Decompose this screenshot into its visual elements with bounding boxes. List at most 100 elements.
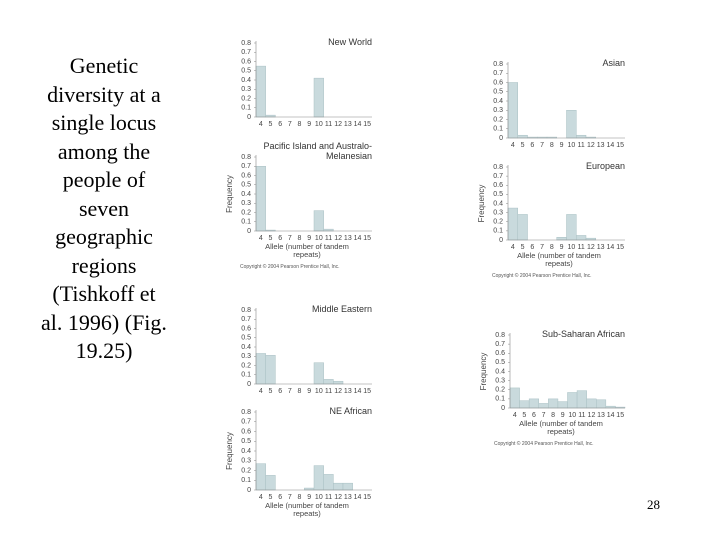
x-tick-label: 9: [560, 244, 564, 251]
x-tick-label: 9: [307, 121, 311, 128]
x-tick-label: 8: [298, 235, 302, 242]
x-tick-label: 9: [560, 142, 564, 149]
x-tick-label: 12: [334, 388, 342, 395]
x-tick-label: 12: [334, 121, 342, 128]
x-tick-label: 13: [344, 235, 352, 242]
y-axis-label: Frequency: [479, 353, 488, 391]
x-tick-label: 10: [315, 388, 323, 395]
x-tick-label: 7: [540, 142, 544, 149]
y-tick-label: 0.4: [241, 344, 251, 351]
x-tick-label: 4: [259, 235, 263, 242]
y-tick-label: 0.4: [241, 77, 251, 84]
y-tick-label: 0.5: [241, 438, 251, 445]
x-tick-label: 7: [542, 412, 546, 419]
x-tick-label: 10: [315, 235, 323, 242]
x-tick-label: 8: [298, 121, 302, 128]
bar: [548, 398, 559, 409]
y-tick-label: 0.1: [241, 477, 251, 484]
y-tick-label: 0.1: [493, 126, 503, 133]
bar: [255, 463, 266, 491]
x-tick-label: 6: [530, 142, 534, 149]
bar: [509, 387, 520, 409]
y-tick-label: 0.8: [241, 307, 251, 314]
bar: [576, 390, 587, 409]
x-tick-label: 15: [363, 388, 371, 395]
x-tick-label: 9: [307, 388, 311, 395]
y-tick-label: 0.6: [241, 172, 251, 179]
y-tick-label: 0: [501, 405, 505, 412]
x-tick-label: 9: [561, 412, 565, 419]
bar: [556, 237, 567, 241]
y-tick-label: 0.6: [493, 182, 503, 189]
x-tick-label: 15: [616, 244, 624, 251]
x-tick-label: 14: [606, 142, 614, 149]
bar: [557, 401, 568, 409]
x-tick-label: 14: [607, 412, 615, 419]
y-tick-label: 0.3: [493, 209, 503, 216]
x-tick-label: 13: [597, 244, 605, 251]
x-tick-label: 13: [344, 388, 352, 395]
bar: [528, 398, 540, 409]
x-tick-label: 10: [567, 244, 575, 251]
y-tick-label: 0.3: [241, 86, 251, 93]
y-tick-label: 0.4: [493, 200, 503, 207]
y-tick-label: 0.7: [241, 163, 251, 170]
y-tick-label: 0.5: [241, 182, 251, 189]
x-tick-label: 10: [568, 412, 576, 419]
x-tick-label: 6: [278, 494, 282, 501]
x-tick-label: 5: [269, 388, 273, 395]
bar: [342, 482, 353, 491]
chart-title: Asian: [602, 58, 625, 68]
y-tick-label: 0.3: [241, 458, 251, 465]
bar: [519, 400, 530, 409]
x-tick-label: 14: [354, 388, 362, 395]
y-tick-label: 0.6: [241, 58, 251, 65]
y-tick-label: 0.7: [241, 49, 251, 56]
copyright-note: Copyright © 2004 Pearson Prentice Hall, …: [240, 264, 340, 270]
x-tick-label: 5: [269, 121, 273, 128]
y-tick-label: 0.8: [241, 409, 251, 416]
y-tick-label: 0: [247, 381, 251, 388]
chart-title: Sub-Saharan African: [541, 329, 625, 339]
y-tick-label: 0.4: [493, 98, 503, 105]
x-tick-label: 11: [577, 244, 584, 251]
x-tick-label: 4: [259, 121, 263, 128]
bar: [265, 355, 276, 385]
bar: [265, 475, 276, 491]
x-tick-label: 7: [288, 121, 292, 128]
y-tick-label: 0.4: [241, 448, 251, 455]
y-tick-label: 0.8: [241, 40, 251, 47]
y-tick-label: 0.3: [241, 353, 251, 360]
x-axis-label: Allele (number of tandem repeats): [517, 251, 601, 268]
bar: [313, 362, 324, 385]
x-tick-label: 14: [354, 494, 362, 501]
x-tick-label: 11: [325, 494, 332, 501]
x-tick-label: 5: [522, 412, 526, 419]
y-tick-label: 0.7: [493, 70, 503, 77]
y-tick-label: 0.1: [495, 396, 505, 403]
x-axis-label: Allele (number of tandem repeats): [265, 242, 349, 259]
x-tick-label: 4: [259, 388, 263, 395]
x-tick-label: 13: [597, 142, 605, 149]
y-tick-label: 0.2: [241, 362, 251, 369]
copyright-note: Copyright © 2004 Pearson Prentice Hall, …: [492, 273, 592, 279]
x-tick-label: 13: [597, 412, 605, 419]
x-tick-label: 13: [344, 494, 352, 501]
y-tick-label: 0.5: [241, 68, 251, 75]
y-tick-label: 0.2: [493, 219, 503, 226]
y-tick-label: 0.6: [495, 350, 505, 357]
page-number: 28: [647, 497, 660, 512]
x-tick-label: 15: [363, 235, 371, 242]
x-tick-label: 6: [278, 235, 282, 242]
bar: [566, 110, 577, 139]
y-tick-label: 0.1: [241, 219, 251, 226]
y-tick-label: 0.5: [493, 191, 503, 198]
x-tick-label: 12: [587, 244, 595, 251]
x-tick-label: 6: [278, 388, 282, 395]
bar: [576, 235, 587, 241]
bar: [507, 82, 518, 139]
x-tick-label: 7: [540, 244, 544, 251]
bar: [517, 214, 528, 241]
